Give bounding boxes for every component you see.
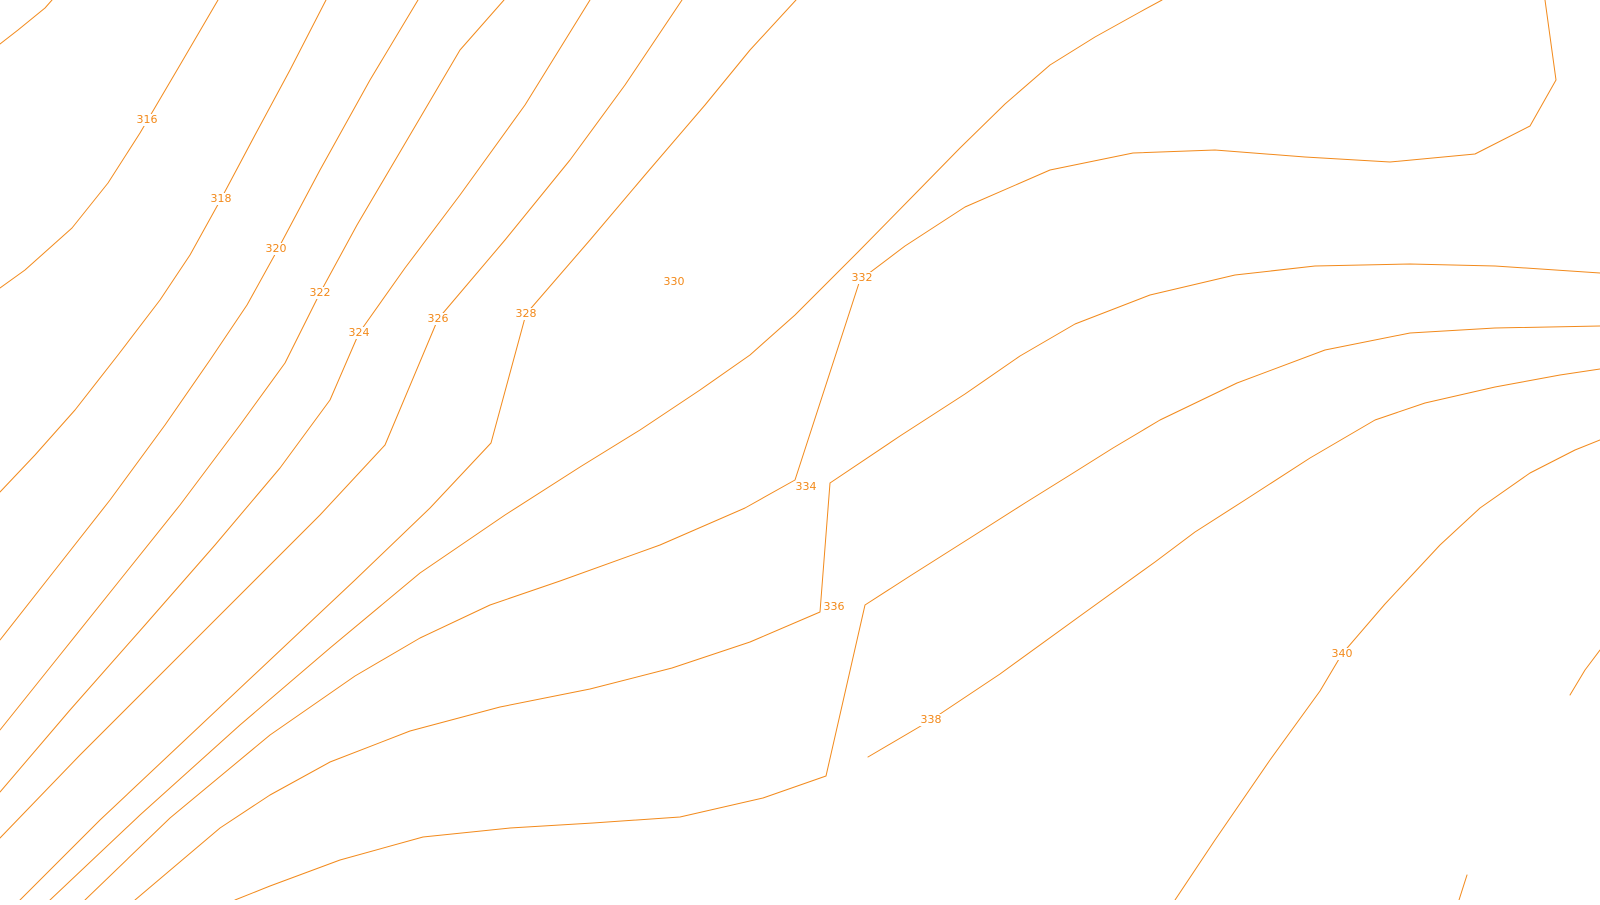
contour-line-316-part-2 (0, 0, 219, 289)
contour-line-332 (84, 0, 1557, 901)
contour-label-halo (309, 287, 331, 299)
contour-line-320 (0, 0, 419, 641)
contour-label-320: 320 (266, 242, 287, 255)
contour-label-334: 334 (796, 480, 817, 493)
contour-label-halo (348, 327, 370, 339)
contour-label-324: 324 (349, 326, 370, 339)
contour-line-336 (234, 325, 1600, 901)
contour-label-halo (795, 481, 817, 493)
contour-label-halo (1331, 648, 1353, 660)
contour-label-340: 340 (1332, 647, 1353, 660)
contour-line-326 (0, 0, 683, 839)
contour-label-halo (663, 276, 685, 288)
contour-line-322 (0, 0, 505, 731)
contour-line-340-part-3 (1458, 874, 1468, 901)
contour-label-332: 332 (852, 271, 873, 284)
contour-label-326: 326 (428, 312, 449, 325)
contour-label-336: 336 (824, 600, 845, 613)
contour-label-halo (515, 308, 537, 320)
contour-label-halo (851, 272, 873, 284)
contour-labels-layer: 316 318 320 322 324 326 328 330 332 334 336 338 340 (136, 113, 1353, 726)
contour-label-halo (265, 243, 287, 255)
contour-line-316 (0, 0, 53, 45)
contour-line-338 (867, 368, 1600, 758)
contour-line-340 (1174, 439, 1600, 901)
contour-label-halo (427, 313, 449, 325)
contour-line-334 (134, 263, 1600, 901)
contour-label-halo (920, 714, 942, 726)
contour-line-330 (49, 0, 1163, 901)
contour-label-halo (136, 114, 158, 126)
contour-label-318: 318 (211, 192, 232, 205)
contour-line-328 (19, 0, 797, 901)
contour-label-338: 338 (921, 713, 942, 726)
contour-line-340-part-2 (1569, 649, 1600, 696)
contour-label-328: 328 (516, 307, 537, 320)
contour-line-318 (0, 0, 327, 493)
contour-line-324 (0, 0, 591, 793)
contour-label-330: 330 (664, 275, 685, 288)
contour-label-322: 322 (310, 286, 331, 299)
contour-label-halo (210, 193, 232, 205)
contour-label-halo (823, 601, 845, 613)
contour-label-316: 316 (137, 113, 158, 126)
